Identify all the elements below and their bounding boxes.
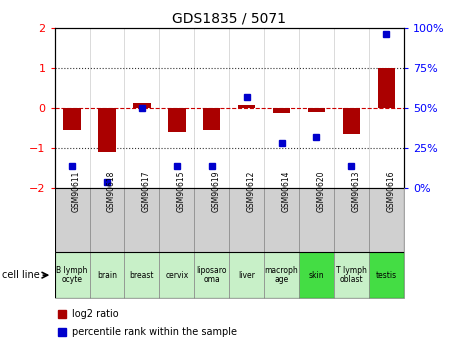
Text: liver: liver	[238, 270, 255, 280]
Bar	[124, 252, 160, 298]
Text: GSM90615: GSM90615	[177, 170, 186, 212]
Bar	[160, 188, 194, 252]
Text: cell line: cell line	[2, 270, 40, 280]
Bar	[342, 108, 360, 134]
Bar	[308, 108, 325, 112]
Bar	[299, 188, 334, 252]
Text: GSM90611: GSM90611	[72, 170, 81, 212]
Bar	[203, 108, 220, 130]
Bar	[334, 188, 369, 252]
Text: T lymph
oblast: T lymph oblast	[336, 266, 367, 285]
Text: GSM90613: GSM90613	[352, 170, 361, 212]
Text: GSM90620: GSM90620	[316, 170, 325, 212]
Bar	[98, 108, 116, 152]
Bar	[378, 68, 395, 108]
Text: log2 ratio: log2 ratio	[72, 309, 119, 319]
Bar	[273, 108, 290, 112]
Bar	[89, 188, 124, 252]
Text: GSM90614: GSM90614	[282, 170, 291, 212]
Bar	[89, 252, 124, 298]
Text: breast: breast	[130, 270, 154, 280]
Text: testis: testis	[376, 270, 397, 280]
Bar	[160, 252, 194, 298]
Text: brain: brain	[97, 270, 117, 280]
Text: skin: skin	[309, 270, 324, 280]
Text: cervix: cervix	[165, 270, 189, 280]
Text: macroph
age: macroph age	[265, 266, 298, 285]
Bar	[124, 188, 160, 252]
Bar	[194, 252, 229, 298]
Bar	[229, 188, 264, 252]
Bar	[369, 252, 404, 298]
Text: GSM90616: GSM90616	[386, 170, 395, 212]
Bar	[264, 252, 299, 298]
Text: liposaro
oma: liposaro oma	[197, 266, 227, 285]
Title: GDS1835 / 5071: GDS1835 / 5071	[172, 11, 286, 25]
Bar	[63, 108, 81, 130]
Text: GSM90617: GSM90617	[142, 170, 151, 212]
Text: GSM90619: GSM90619	[212, 170, 221, 212]
Text: GSM90612: GSM90612	[247, 170, 256, 212]
Bar	[264, 188, 299, 252]
Bar	[238, 105, 256, 108]
Bar	[194, 188, 229, 252]
Text: GSM90618: GSM90618	[107, 170, 116, 212]
Text: B lymph
ocyte: B lymph ocyte	[57, 266, 88, 285]
Bar	[55, 188, 89, 252]
Bar	[369, 188, 404, 252]
Bar	[334, 252, 369, 298]
Bar	[133, 103, 151, 108]
Bar	[168, 108, 186, 132]
Bar	[299, 252, 334, 298]
Bar	[229, 252, 264, 298]
Bar	[55, 252, 89, 298]
Text: percentile rank within the sample: percentile rank within the sample	[72, 327, 237, 337]
